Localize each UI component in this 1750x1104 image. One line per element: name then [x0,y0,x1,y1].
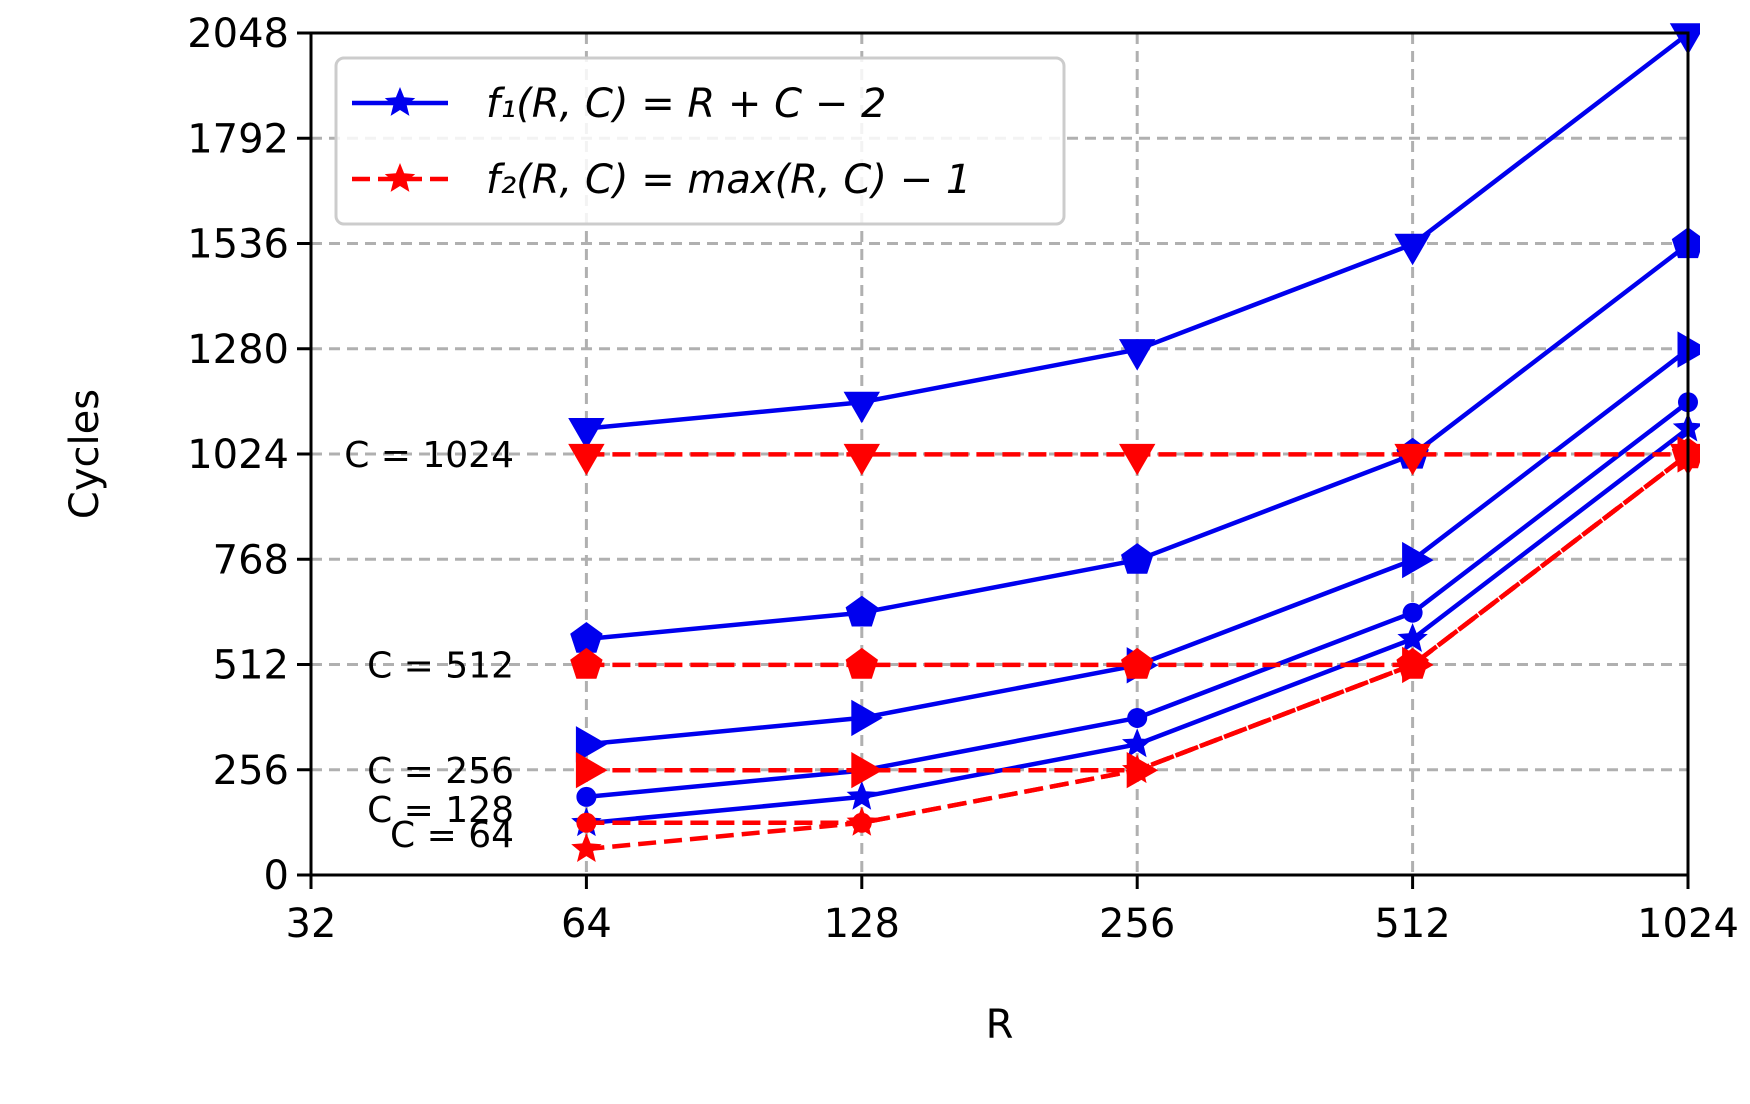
x-tick-label: 256 [1099,901,1175,947]
data-point-triangle-down [568,443,605,476]
series-f1-c1024 [568,23,1700,450]
x-tick-label: 128 [824,901,900,947]
annotation-label: C = 256 [367,751,514,792]
data-point-circle [1402,602,1423,623]
legend-label: f₁(R, C) = R + C − 2 [486,81,887,127]
y-tick-label: 256 [213,748,289,794]
data-point-pentagon [1121,543,1154,574]
series-f2-c256 [575,436,1700,789]
y-tick-label: 1024 [187,432,289,478]
data-point-triangle-right [851,699,883,737]
x-axis-label: R [986,1002,1014,1048]
axes: 32 64 128 256 512 1024 0 256 512 768 1024 1280 1536 1… [62,11,1739,1048]
series-f2-c1024 [568,443,1700,476]
series-group [568,23,1700,862]
y-tick-label: 0 [264,853,289,899]
y-tick-label: 1280 [187,327,289,373]
data-point-star [1397,648,1428,678]
data-point-star [1672,438,1700,468]
legend-label: f₂(R, C) = max(R, C) − 1 [486,157,971,203]
data-point-star [846,806,877,836]
data-point-star [1672,412,1700,442]
x-tick-label: 512 [1374,901,1450,947]
legend-marker-star [384,163,416,192]
legend-box [334,56,1066,226]
data-point-pentagon [570,622,603,653]
data-point-star [1122,754,1153,784]
data-point-star [1397,623,1428,652]
x-tick-label: 32 [286,901,337,947]
y-axis-label: Cycles [62,389,108,519]
annotation-label: C = 64 [390,815,514,856]
data-point-pentagon [1671,227,1700,259]
x-tick-label: 1024 [1637,901,1739,947]
data-point-pentagon [845,595,878,627]
y-tick-label: 512 [213,643,289,689]
data-point-triangle-down [1394,443,1431,476]
legend-marker-star [384,87,416,116]
data-point-triangle-down [1119,339,1156,371]
data-point-triangle-down [1394,233,1431,266]
data-point-pentagon [845,647,878,679]
data-point-star [571,833,602,862]
data-point-triangle-down [1669,23,1700,55]
data-point-triangle-right [1402,541,1434,579]
data-point-triangle-right [575,752,608,789]
y-tick-label: 1536 [187,222,289,268]
data-point-triangle-right [1677,331,1700,368]
data-point-triangle-down [568,418,605,450]
data-point-pentagon [1121,647,1154,679]
series-f2-c64 [571,438,1700,862]
legend: f₁(R, C) = R + C − 2 f₂(R, C) = max(R, C)… [334,56,1066,226]
data-point-triangle-down [1119,443,1156,476]
annotation-label: C = 1024 [344,435,514,476]
data-point-circle [576,786,597,807]
data-point-circle [576,812,597,833]
data-point-pentagon [570,647,603,679]
y-tick-label: 768 [213,537,289,583]
data-point-circle [1127,707,1148,728]
data-point-star [846,780,877,810]
data-point-star [1122,728,1153,758]
data-point-triangle-down [843,391,880,424]
annotation-label: C = 128 [367,790,514,831]
y-tick-label: 2048 [187,11,289,57]
data-point-triangle-right [851,752,883,789]
y-tick-label: 1792 [187,116,289,162]
x-tick-label: 64 [561,901,612,947]
data-point-triangle-right [575,726,608,763]
annotation-label: C = 512 [367,646,514,687]
data-point-triangle-down [843,443,880,476]
